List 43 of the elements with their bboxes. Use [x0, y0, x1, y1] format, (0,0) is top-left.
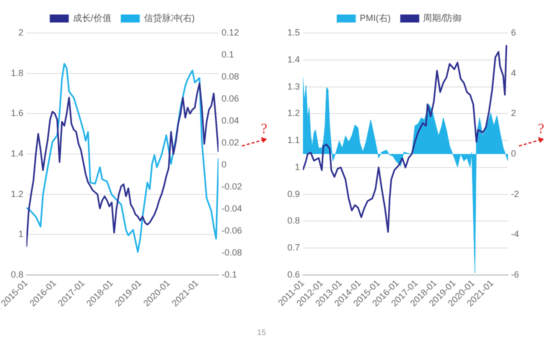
y2-tick-label: -2: [511, 188, 520, 199]
legend-label: 成长/价值: [72, 12, 112, 23]
y2-tick-label: 0: [221, 159, 226, 170]
y2-tick-label: 0.1: [221, 49, 234, 60]
y-tick-label: 0.7: [287, 242, 300, 253]
y-tick-label: 0.8: [287, 216, 300, 226]
y-tick-label: 1: [18, 229, 24, 240]
y2-tick-label: 4: [511, 68, 516, 78]
text: ?: [261, 122, 268, 138]
y2-tick-label: 0.04: [221, 115, 240, 126]
y-tick-label: 1.6: [10, 108, 24, 118]
y-tick-label: 2: [18, 27, 24, 38]
y2-tick-label: -0.08: [221, 247, 242, 258]
y2-tick-label: 6: [511, 27, 516, 38]
y-tick-label: 1.2: [287, 108, 300, 118]
y2-tick-label: -6: [511, 269, 520, 280]
y2-tick-label: -4: [511, 229, 520, 240]
y-tick-label: 1.5: [287, 27, 300, 38]
y-tick-label: 0.9: [287, 188, 300, 199]
legend-label: PMI(右): [360, 12, 391, 23]
y-tick-label: 0.8: [10, 269, 24, 280]
y-tick-label: 1.8: [10, 68, 24, 78]
y-tick-label: 1: [294, 162, 300, 172]
y-tick-label: 1.1: [287, 135, 300, 146]
y-tick-label: 1.4: [287, 54, 300, 64]
y2-tick-label: -0.04: [221, 203, 242, 214]
y-tick-label: 1.3: [287, 81, 300, 92]
text: 15: [257, 328, 266, 337]
y2-tick-label: 0.06: [221, 93, 240, 104]
y2-tick-label: 0.12: [221, 27, 240, 38]
y2-tick-label: -0.1: [221, 269, 237, 280]
y2-tick-label: -0.06: [221, 225, 242, 236]
text: ?: [538, 122, 544, 138]
y2-tick-label: 0: [511, 148, 516, 158]
y2-tick-label: -0.02: [221, 181, 242, 192]
y2-tick-label: 2: [511, 108, 516, 118]
y-tick-label: 0.6: [287, 269, 300, 280]
y2-tick-label: 0.08: [221, 71, 240, 82]
legend-label: 周期/防御: [423, 12, 462, 23]
legend-label: 信贷脉冲(右): [144, 12, 195, 23]
y-tick-label: 1.2: [10, 188, 24, 199]
y2-tick-label: 0.02: [221, 137, 240, 148]
y-tick-label: 1.4: [10, 148, 24, 158]
